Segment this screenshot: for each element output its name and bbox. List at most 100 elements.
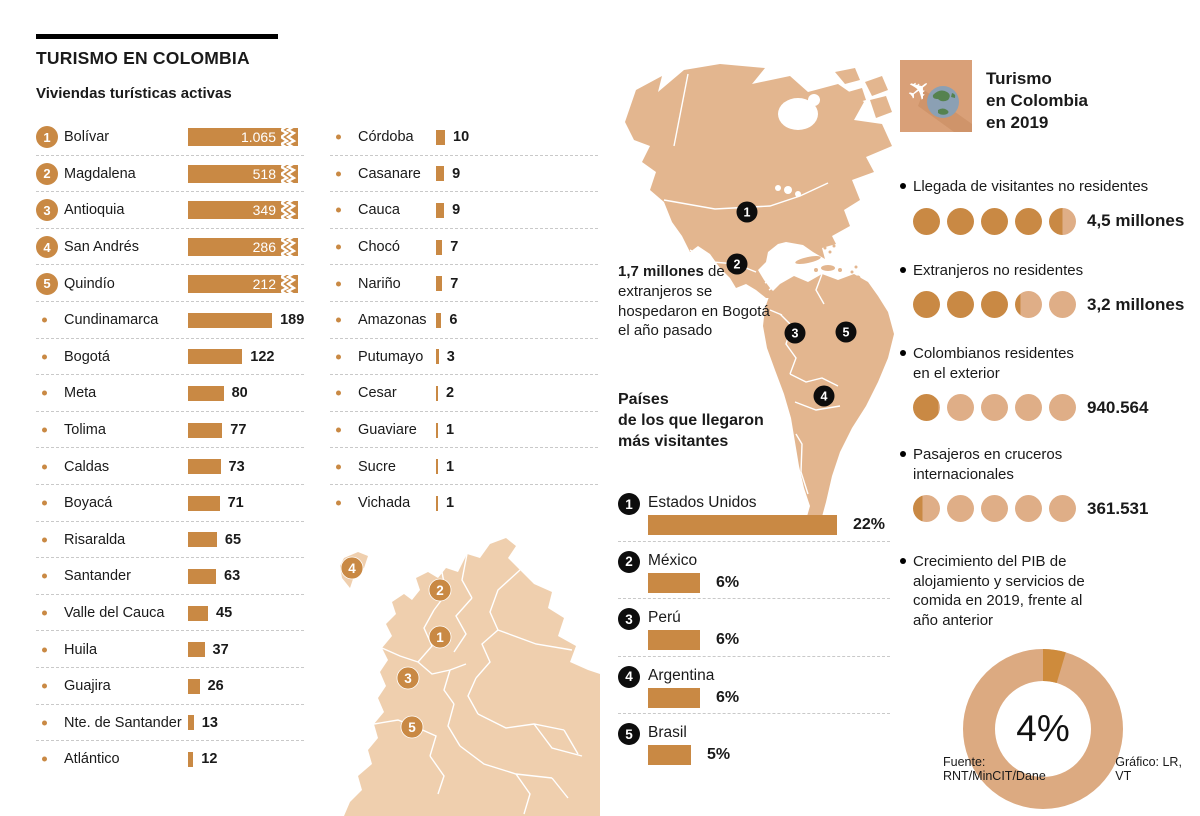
dept-label: Chocó	[358, 239, 400, 256]
dept-bar	[188, 715, 194, 731]
dept-label: Guaviare	[358, 422, 417, 439]
colombia-map-marker-1: 1	[428, 625, 452, 649]
hudson-bay-shape	[778, 98, 818, 130]
dept-value: 6	[449, 312, 458, 329]
caribbean-island-shape	[838, 268, 842, 272]
stat-label: Llegada de visitantes no residentes	[900, 177, 1185, 197]
department-border-line	[515, 773, 531, 815]
stat-label: Colombianos residentes en el exterior	[900, 344, 1185, 383]
dept-value: 77	[230, 422, 247, 439]
stat-cruceros: Pasajeros en cruceros internacionales 361…	[900, 445, 1185, 523]
dept-value: 1	[446, 422, 455, 439]
dept-value: 1	[446, 495, 455, 512]
dept-row: Risaralda 65	[36, 522, 304, 559]
country-border-line	[789, 373, 839, 387]
dept-bar	[188, 568, 216, 584]
colombia-shape	[344, 538, 600, 816]
country-border-line	[795, 433, 809, 495]
bullet-dot	[42, 647, 47, 653]
bullet-dot	[42, 427, 47, 433]
bullet-dot	[336, 281, 341, 287]
dept-label: Putumayo	[358, 348, 424, 365]
map-marker-3: 3	[784, 322, 806, 344]
arctic-island-shape	[870, 96, 892, 118]
right-panel-title: Turismo en Colombia en 2019	[986, 69, 1089, 132]
bullet-dot	[336, 317, 341, 323]
country-row: 1 Estados Unidos 22%	[618, 492, 890, 550]
airplane-globe-icon: ✈	[900, 60, 972, 132]
department-border-line	[551, 777, 569, 799]
dept-label: Sucre	[358, 458, 396, 475]
dept-bar	[188, 422, 223, 438]
bullet-dot	[336, 134, 341, 140]
dept-value: 189	[280, 312, 305, 329]
dept-row: 1 Bolívar 1.065	[36, 119, 304, 156]
dept-row: Guaviare 1	[330, 412, 598, 449]
country-value: 6%	[716, 573, 740, 591]
unit-circle	[1015, 207, 1042, 235]
svg-text:3: 3	[792, 327, 799, 341]
dept-value: 122	[250, 348, 275, 365]
stat-value: 4,5 millones	[1087, 211, 1185, 231]
department-border-line	[475, 629, 499, 679]
hudson-bay-shape	[808, 94, 820, 106]
dept-label: Nte. de Santander	[64, 714, 182, 731]
svg-text:5: 5	[408, 720, 416, 735]
arctic-island-shape	[835, 68, 860, 84]
dept-value: 9	[452, 202, 461, 219]
dept-bar	[436, 422, 438, 438]
department-border-line	[443, 669, 455, 705]
dept-value: 9	[452, 165, 461, 182]
dept-row: Guajira 26	[36, 668, 304, 705]
svg-text:5: 5	[843, 326, 850, 340]
stat-label: Pasajeros en cruceros internacionales	[900, 445, 1185, 484]
dept-value: 7	[450, 239, 459, 256]
caribbean-island-shape	[828, 250, 832, 254]
stat-label: Extranjeros no residentes	[900, 261, 1185, 281]
country-border-line	[769, 309, 783, 316]
arctic-island-shape	[848, 88, 866, 104]
dept-label: Santander	[64, 568, 131, 585]
department-border-line	[563, 729, 579, 755]
dept-row: Santander 63	[36, 558, 304, 595]
dept-bar	[188, 605, 208, 621]
unit-circle	[1015, 495, 1042, 523]
title-rule	[36, 34, 278, 39]
country-label: Argentina	[648, 666, 715, 684]
dept-bar	[188, 642, 205, 658]
dept-bar: 286	[188, 238, 298, 257]
pib-label: Crecimiento del PIB de alojamiento y ser…	[900, 552, 1185, 630]
country-row: 4 Argentina 6%	[618, 665, 890, 723]
country-label: Perú	[648, 609, 681, 626]
dept-label: Cauca	[358, 202, 400, 219]
dept-label: Cundinamarca	[64, 312, 159, 329]
colombia-map: 1 2 3 4 5	[340, 538, 600, 816]
dept-row: Valle del Cauca 45	[36, 595, 304, 632]
dept-row: Córdoba 10	[330, 119, 598, 156]
dept-bar	[188, 532, 217, 548]
great-lakes-shape	[784, 186, 792, 194]
dept-bar	[188, 678, 200, 694]
bogota-note: 1,7 millones de extranjeros se hospedaro…	[618, 262, 776, 341]
dept-row: Chocó 7	[330, 229, 598, 266]
dept-row: Caldas 73	[36, 448, 304, 485]
department-border-line	[459, 745, 553, 779]
dept-bar	[436, 385, 438, 401]
dept-label: Huila	[64, 641, 98, 658]
country-value: 6%	[716, 631, 740, 648]
unit-circle	[1015, 291, 1042, 319]
dept-label: Atlántico	[64, 751, 120, 768]
dept-value: 65	[224, 531, 242, 548]
arctic-island-shape	[865, 76, 888, 96]
dept-bar	[436, 129, 445, 145]
stat-value: 940.564	[1087, 397, 1149, 417]
dept-label: Caldas	[64, 458, 110, 475]
dept-label: Guajira	[64, 678, 111, 695]
dept-label: Boyacá	[64, 495, 113, 512]
colombia-map-marker-2: 2	[428, 578, 452, 602]
caribbean-island-shape	[854, 265, 858, 269]
caribbean-island-shape	[823, 246, 827, 250]
country-bar	[648, 515, 837, 535]
dept-value: 13	[201, 714, 218, 731]
